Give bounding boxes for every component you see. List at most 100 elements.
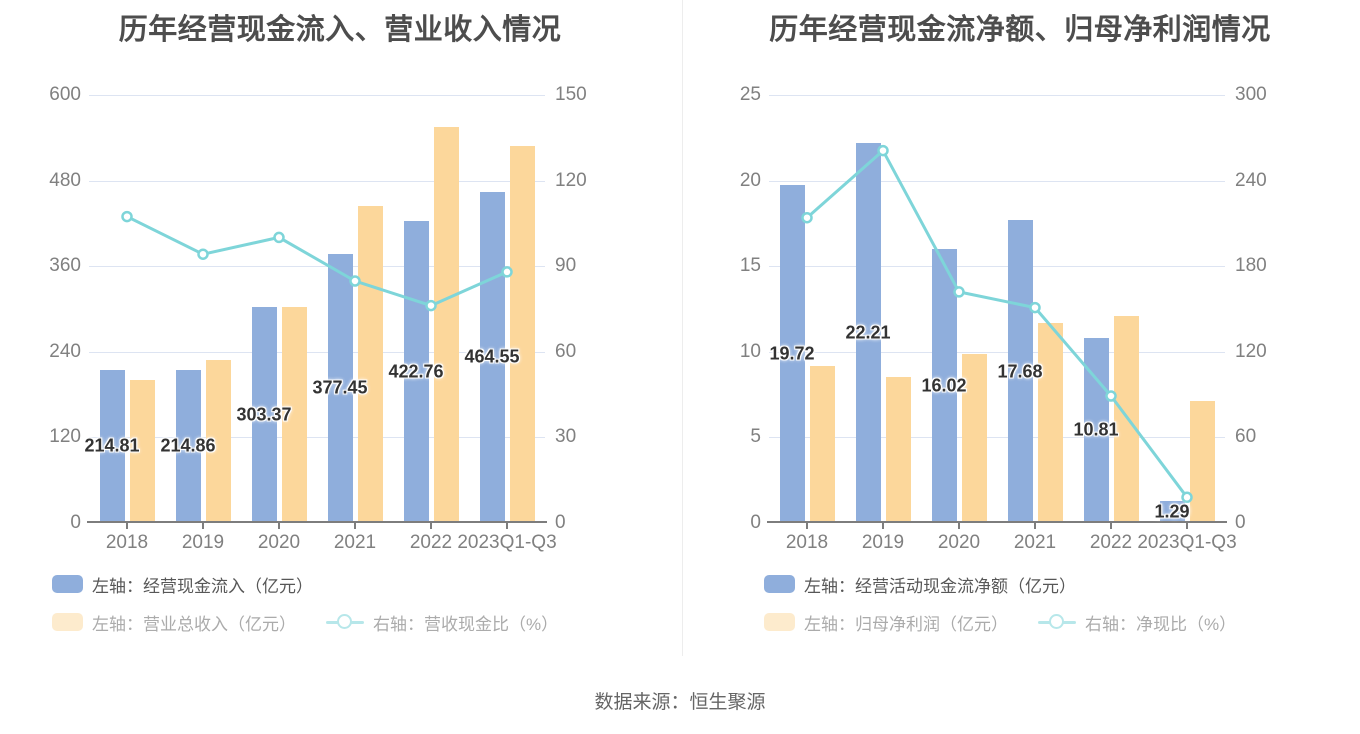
bar-value-label: 19.72 xyxy=(769,343,815,364)
trend-line-path xyxy=(126,215,508,308)
x-axis-label: 2019 xyxy=(861,532,905,553)
y-axis-label-left: 120 xyxy=(49,426,81,448)
y-axis-label-left: 0 xyxy=(750,512,761,533)
bar-cash-inflow[interactable] xyxy=(479,191,505,523)
bar-total-revenue[interactable] xyxy=(357,205,383,523)
y-axis-label-right: 30 xyxy=(555,426,577,448)
x-axis-label: 2023Q1-Q3 xyxy=(457,532,557,553)
y-axis-label-left: 5 xyxy=(750,426,761,448)
x-axis-label: 2022 xyxy=(409,532,453,553)
gridline xyxy=(769,351,1225,353)
gridline xyxy=(89,266,545,268)
bar-value-label: 303.37 xyxy=(236,404,292,425)
trend-line-net-cash-ratio xyxy=(801,144,1193,504)
legend-row: 左轴：归母净利润（亿元） 右轴：净现比（%） xyxy=(764,610,1266,634)
legend-swatch-yellow-icon xyxy=(764,613,795,631)
x-axis-tick xyxy=(430,523,432,529)
bar-net-profit[interactable] xyxy=(961,353,987,523)
bar-net-operating-cash-flow[interactable] xyxy=(1159,500,1185,523)
line-marker[interactable] xyxy=(197,248,209,260)
legend-item-revenue-cash-ratio[interactable]: 右轴：营收现金比（%） xyxy=(326,610,558,635)
legend-item-net-cash-ratio[interactable]: 右轴：净现比（%） xyxy=(1038,610,1236,635)
bar-net-operating-cash-flow[interactable] xyxy=(1007,220,1033,523)
legend: 左轴：经营活动现金流净额（亿元） 左轴：归母净利润（亿元） 右轴：净现比（%） xyxy=(764,572,1266,634)
y-axis-label-right: 60 xyxy=(555,340,577,362)
line-marker[interactable] xyxy=(1181,491,1193,504)
x-axis-label: 2018 xyxy=(785,532,829,553)
bar-net-operating-cash-flow[interactable] xyxy=(855,142,881,523)
chart-divider xyxy=(682,0,683,656)
y-axis-label-left: 15 xyxy=(739,255,761,277)
bar-total-revenue[interactable] xyxy=(509,146,535,523)
bar-net-operating-cash-flow[interactable] xyxy=(779,185,805,523)
y-axis-label-right: 0 xyxy=(1235,512,1246,533)
line-marker[interactable] xyxy=(425,299,437,312)
x-axis-label: 2021 xyxy=(1013,532,1057,553)
x-axis-line xyxy=(767,521,1227,523)
line-marker[interactable] xyxy=(273,231,285,244)
y-axis-label-right: 150 xyxy=(555,84,587,105)
legend-label: 左轴：经营活动现金流净额（亿元） xyxy=(804,576,1076,596)
bar-net-profit[interactable] xyxy=(809,365,835,523)
trend-line-revenue-cash-ratio xyxy=(121,210,513,312)
bar-cash-inflow[interactable] xyxy=(403,221,429,523)
bar-total-revenue[interactable] xyxy=(433,127,459,523)
x-axis-tick xyxy=(806,523,808,529)
x-axis-tick xyxy=(958,523,960,529)
plot-area: 600 480 360 240 120 0 150 120 90 60 30 0 2018 2019 202… xyxy=(49,84,586,553)
gridline xyxy=(89,351,545,353)
legend-item-cash-inflow[interactable]: 左轴：经营现金流入（亿元） xyxy=(52,572,313,597)
legend-label: 左轴：经营现金流入（亿元） xyxy=(92,576,313,596)
chart-title: 历年经营现金流入、营业收入情况 xyxy=(118,14,562,46)
legend-item-net-operating-cash-flow[interactable]: 左轴：经营活动现金流净额（亿元） xyxy=(764,572,1076,597)
y-axis-label-right: 0 xyxy=(555,512,566,533)
bar-net-profit[interactable] xyxy=(1189,401,1215,523)
legend-label: 左轴：归母净利润（亿元） xyxy=(804,614,1008,634)
chart-title: 历年经营现金流净额、归母净利润情况 xyxy=(769,14,1271,46)
legend-label: 右轴：净现比（%） xyxy=(1085,614,1237,634)
y-axis-label-left: 20 xyxy=(739,169,761,191)
line-marker[interactable] xyxy=(801,211,813,224)
legend-label: 左轴：营业总收入（亿元） xyxy=(92,614,296,634)
bar-cash-inflow[interactable] xyxy=(175,369,201,523)
bar-cash-inflow[interactable] xyxy=(99,369,125,523)
line-marker[interactable] xyxy=(953,286,965,298)
bar-total-revenue[interactable] xyxy=(205,360,231,523)
bar-total-revenue[interactable] xyxy=(281,306,307,523)
x-axis-tick xyxy=(126,523,128,529)
bar-cash-inflow[interactable] xyxy=(327,253,353,523)
x-axis-line xyxy=(87,521,547,523)
x-axis-tick xyxy=(202,523,204,529)
bar-cash-inflow[interactable] xyxy=(251,306,277,523)
line-marker[interactable] xyxy=(349,275,361,287)
bar-net-profit[interactable] xyxy=(1037,322,1063,523)
gridline xyxy=(89,95,545,96)
line-marker[interactable] xyxy=(877,144,889,157)
bar-value-label: 377.45 xyxy=(312,377,368,398)
bar-value-label: 214.86 xyxy=(160,435,216,456)
bar-net-profit[interactable] xyxy=(885,377,911,523)
line-marker[interactable] xyxy=(1029,301,1041,314)
line-legend-icon xyxy=(326,613,364,631)
line-ring-icon xyxy=(1049,614,1064,629)
x-axis-tick xyxy=(1034,523,1036,529)
bar-net-profit[interactable] xyxy=(1113,315,1139,523)
legend-item-total-revenue[interactable]: 左轴：营业总收入（亿元） xyxy=(52,610,296,635)
y-axis-label-right: 180 xyxy=(1235,255,1267,277)
trend-line-path xyxy=(806,148,1189,499)
line-marker[interactable] xyxy=(501,266,513,278)
plot-area: 25 20 15 10 5 0 300 240 180 120 60 0 2018 2019 2020 202… xyxy=(740,84,1267,553)
bar-net-operating-cash-flow[interactable] xyxy=(931,248,957,523)
x-axis-label: 2020 xyxy=(937,532,981,553)
line-marker[interactable] xyxy=(121,210,133,223)
x-axis-label: 2023Q1-Q3 xyxy=(1137,532,1237,553)
gridline xyxy=(89,437,545,439)
y-axis-label-right: 60 xyxy=(1235,426,1257,448)
bar-total-revenue[interactable] xyxy=(129,380,155,523)
line-marker[interactable] xyxy=(1105,390,1117,402)
y-axis-label-left: 480 xyxy=(49,169,81,191)
x-axis-tick xyxy=(506,523,508,529)
legend-label: 右轴：营收现金比（%） xyxy=(373,614,559,634)
legend-item-net-profit[interactable]: 左轴：归母净利润（亿元） xyxy=(764,610,1008,635)
